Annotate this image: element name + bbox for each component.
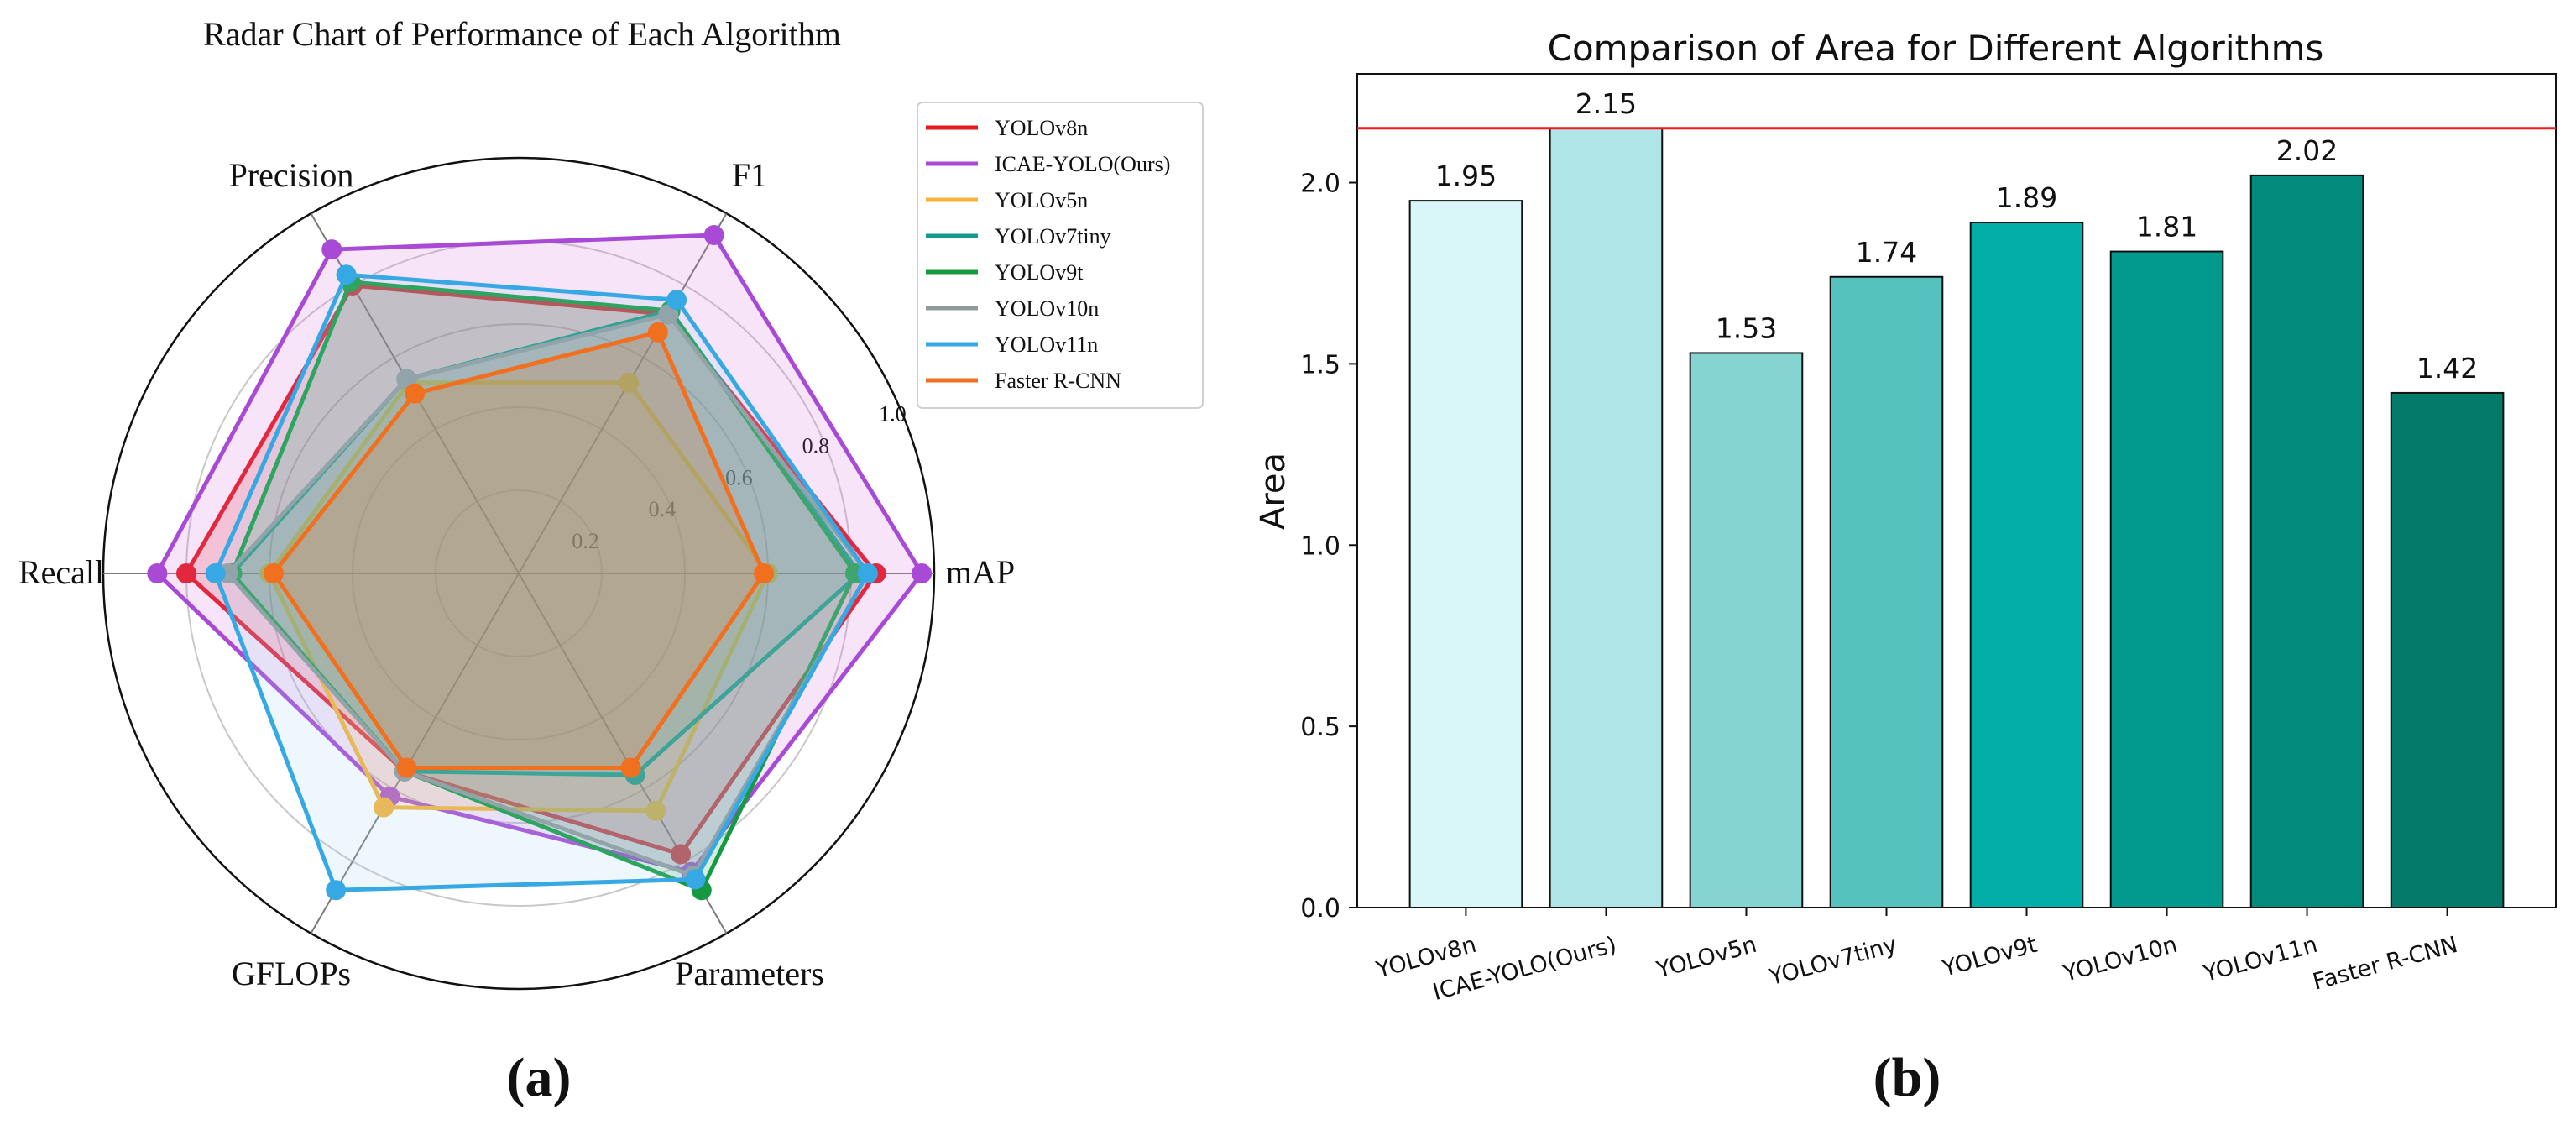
- bar-value-label: 1.42: [2417, 352, 2478, 385]
- bar-xtick-label: YOLOv11n: [2200, 932, 2320, 987]
- radar-tick-label: 0.4: [649, 497, 677, 521]
- radar-point: [205, 563, 226, 583]
- bar-ytick-label: 1.5: [1300, 350, 1340, 379]
- radar-legend-label: Faster R-CNN: [995, 369, 1121, 393]
- radar-point: [703, 225, 724, 246]
- radar-point: [754, 563, 775, 583]
- radar-point: [647, 322, 668, 343]
- radar-tick-label: 0.2: [572, 529, 599, 553]
- panel-label-b: (b): [1873, 1047, 1941, 1108]
- radar-legend-label: YOLOv8n: [995, 116, 1088, 140]
- radar-axis-label-map: mAP: [946, 553, 1015, 591]
- bar-bars: 1.95 2.15 1.53 1.74 1.89 1.81 2.02 1.42: [1357, 87, 2556, 908]
- radar-point: [336, 264, 357, 285]
- radar-point: [263, 563, 284, 583]
- bar-value-label: 2.15: [1575, 87, 1637, 120]
- radar-point: [396, 757, 417, 778]
- radar-tick-label: 0.8: [802, 433, 830, 458]
- radar-point: [326, 880, 347, 901]
- radar-point: [620, 757, 641, 778]
- radar-legend-label: YOLOv9t: [995, 260, 1084, 285]
- bar-title: Comparison of Area for Different Algorit…: [1548, 28, 2324, 69]
- bar-xtick-label: YOLOv5n: [1654, 932, 1760, 984]
- radar-series: [147, 225, 933, 901]
- bar: [2249, 174, 2364, 908]
- bar-value-label: 1.81: [2136, 211, 2197, 243]
- radar-legend-label: YOLOv11n: [995, 332, 1098, 357]
- radar-legend: YOLOv8n ICAE-YOLO(Ours) YOLOv5n YOLOv7tiny Y…: [917, 102, 1204, 409]
- radar-legend-label: YOLOv5n: [995, 188, 1088, 212]
- bar: [2109, 250, 2224, 908]
- radar-axis-label-f1: F1: [732, 156, 767, 194]
- radar-axis-labels: mAP F1 Precision Recall GFLOPs Parameters: [18, 156, 1015, 992]
- radar-point: [176, 563, 196, 583]
- bar: [2390, 391, 2505, 908]
- radar-legend-label: ICAE-YOLO(Ours): [995, 152, 1170, 176]
- bar: [1408, 200, 1523, 908]
- radar-point: [321, 239, 342, 260]
- bar-xtick-label: YOLOv10n: [2060, 932, 2180, 987]
- radar-point: [912, 563, 933, 583]
- bar: [1829, 275, 1944, 908]
- radar-series-faster-r-cnn: [263, 322, 775, 778]
- radar-legend-label: YOLOv10n: [995, 296, 1099, 321]
- radar-legend-item: YOLOv11n: [926, 332, 1098, 357]
- radar-legend-item: ICAE-YOLO(Ours): [926, 152, 1170, 176]
- radar-point: [857, 563, 878, 583]
- radar-point: [645, 800, 666, 821]
- radar-point: [685, 869, 706, 890]
- radar-legend-box: [917, 102, 1204, 409]
- bar: [1549, 127, 1664, 908]
- bar-ytick-label: 2.0: [1300, 170, 1340, 199]
- panel-label-a: (a): [507, 1047, 572, 1108]
- radar-axis-label-recall: Recall: [18, 553, 104, 591]
- bar-ytick-label: 1.0: [1300, 531, 1340, 561]
- bar-value-label: 1.53: [1716, 311, 1777, 344]
- radar-legend-label: YOLOv7tiny: [995, 224, 1111, 249]
- bar-value-label: 1.74: [1856, 236, 1917, 269]
- radar-axis-label-precision: Precision: [229, 156, 354, 194]
- bar-xtick-label: Faster R-CNN: [2310, 932, 2460, 996]
- radar-tick-label: 1.0: [879, 402, 907, 426]
- radar-legend-item: YOLOv9t: [926, 260, 1084, 285]
- radar-series-yolov11n: [205, 264, 878, 901]
- radar-axis-label-gflops: GFLOPs: [232, 955, 351, 992]
- radar-point: [147, 563, 168, 583]
- bar-xtick-label: YOLOv7tiny: [1766, 932, 1900, 992]
- bar-ytick-label: 0.0: [1300, 894, 1340, 924]
- radar-point: [619, 372, 640, 393]
- radar-title: Radar Chart of Performance of Each Algor…: [203, 15, 841, 53]
- radar-axis-label-parameters: Parameters: [675, 955, 824, 992]
- radar-point: [671, 844, 692, 865]
- bar-plot-frame: [1356, 73, 2557, 908]
- bar-value-label: 1.95: [1435, 160, 1497, 192]
- radar-legend-item: YOLOv10n: [926, 296, 1099, 321]
- bar: [1689, 352, 1804, 908]
- radar-legend-item: Faster R-CNN: [926, 369, 1121, 393]
- radar-legend-item: YOLOv7tiny: [926, 224, 1111, 249]
- radar-legend-item: YOLOv5n: [926, 188, 1088, 212]
- radar-legend-item: YOLOv8n: [926, 116, 1088, 140]
- radar-tick-label: 0.6: [725, 465, 753, 489]
- bar-ylabel: Area: [1254, 453, 1293, 530]
- bar-value-label: 1.89: [1996, 181, 2057, 214]
- radar-spoke: [518, 212, 728, 574]
- bar-panel: Comparison of Area for Different Algorit…: [1254, 28, 2557, 1108]
- radar-panel: Radar Chart of Performance of Each Algor…: [18, 15, 1204, 1108]
- bar-xtick-label: YOLOv9t: [1939, 932, 2040, 982]
- radar-spoke: [310, 573, 520, 934]
- bar: [1969, 222, 2084, 908]
- radar-point: [666, 290, 687, 311]
- radar-point: [405, 383, 426, 404]
- radar-point: [374, 797, 394, 818]
- bar-ytick-label: 0.5: [1300, 713, 1340, 742]
- bar-value-label: 2.02: [2276, 134, 2338, 167]
